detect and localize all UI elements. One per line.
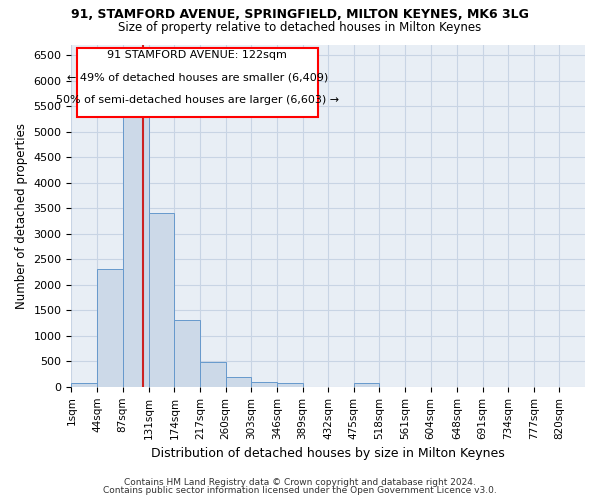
Text: 91, STAMFORD AVENUE, SPRINGFIELD, MILTON KEYNES, MK6 3LG: 91, STAMFORD AVENUE, SPRINGFIELD, MILTON… bbox=[71, 8, 529, 20]
Bar bbox=[149, 214, 175, 387]
Bar bbox=[277, 382, 302, 387]
Bar bbox=[251, 382, 277, 387]
Text: Contains HM Land Registry data © Crown copyright and database right 2024.: Contains HM Land Registry data © Crown c… bbox=[124, 478, 476, 487]
Y-axis label: Number of detached properties: Number of detached properties bbox=[15, 123, 28, 309]
Text: 91 STAMFORD AVENUE: 122sqm: 91 STAMFORD AVENUE: 122sqm bbox=[107, 50, 287, 60]
Text: Contains public sector information licensed under the Open Government Licence v3: Contains public sector information licen… bbox=[103, 486, 497, 495]
Text: 50% of semi-detached houses are larger (6,603) →: 50% of semi-detached houses are larger (… bbox=[56, 94, 339, 104]
X-axis label: Distribution of detached houses by size in Milton Keynes: Distribution of detached houses by size … bbox=[151, 447, 505, 460]
Bar bbox=[226, 376, 251, 387]
Bar bbox=[354, 382, 379, 387]
Text: Size of property relative to detached houses in Milton Keynes: Size of property relative to detached ho… bbox=[118, 21, 482, 34]
FancyBboxPatch shape bbox=[77, 48, 318, 117]
Bar bbox=[175, 320, 200, 387]
Bar bbox=[200, 362, 226, 387]
Bar bbox=[97, 270, 122, 387]
Bar bbox=[71, 383, 97, 387]
Bar bbox=[122, 109, 149, 387]
Text: ← 49% of detached houses are smaller (6,409): ← 49% of detached houses are smaller (6,… bbox=[67, 72, 328, 83]
